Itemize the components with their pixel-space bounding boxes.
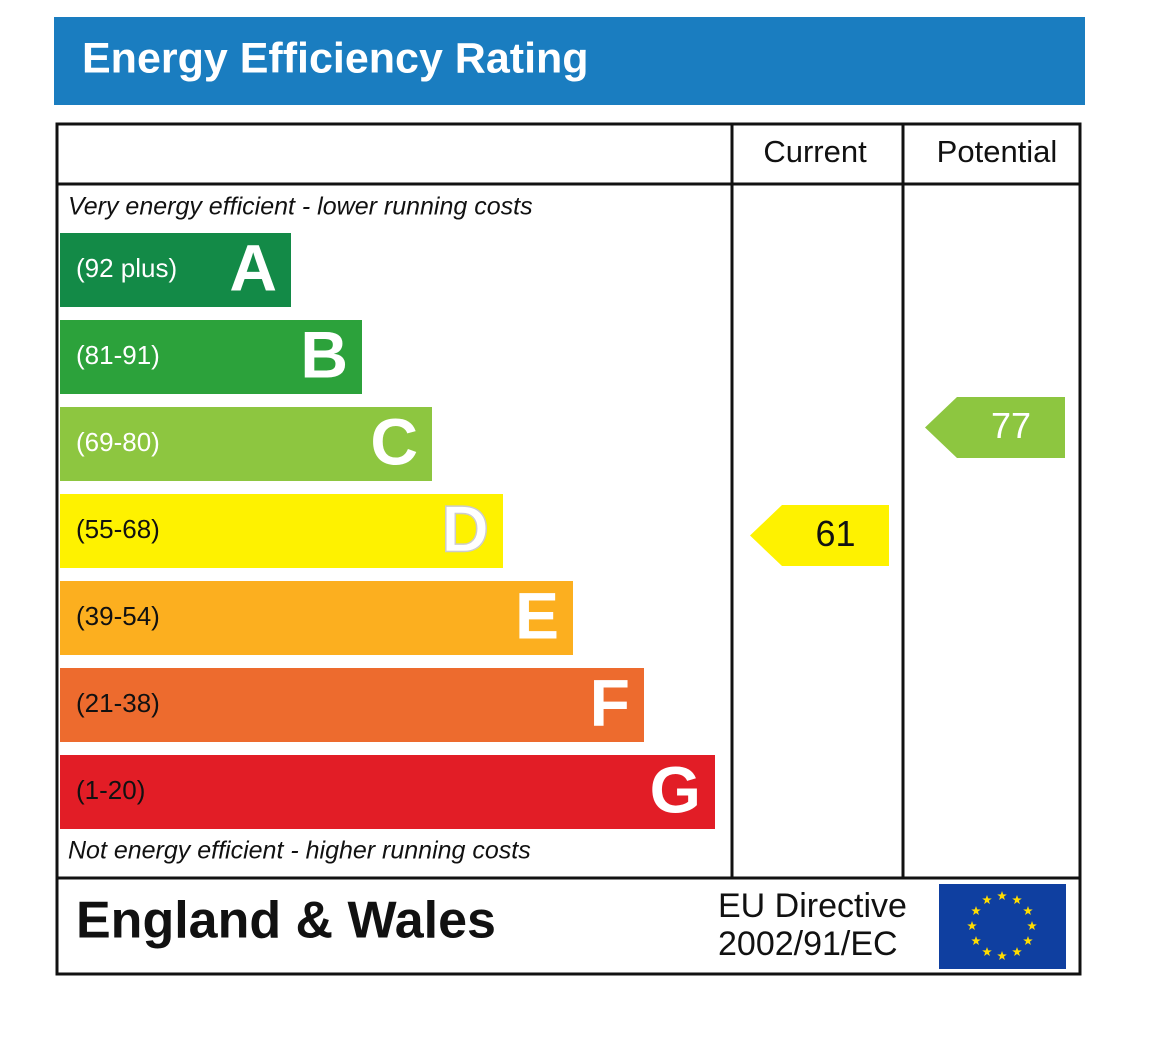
directive: EU Directive	[718, 887, 907, 925]
band	[60, 407, 432, 481]
band	[60, 755, 715, 829]
eu-star	[971, 906, 981, 915]
eu-star	[967, 921, 977, 930]
eu-star	[997, 951, 1007, 960]
band-range: (55-68)	[76, 514, 160, 544]
eu-star	[997, 891, 1007, 900]
rating-value: 77	[991, 405, 1031, 446]
eu-star	[982, 947, 992, 956]
band-range: (81-91)	[76, 340, 160, 370]
band-range: (21-38)	[76, 688, 160, 718]
column-header: Potential	[937, 134, 1058, 169]
band-letter: G	[650, 752, 701, 826]
eu-star	[982, 895, 992, 905]
band-letter: B	[300, 317, 348, 391]
bottom-note: Not energy efficient - higher running co…	[68, 837, 531, 865]
eu-star	[1023, 936, 1033, 945]
rating-arrow	[925, 397, 1065, 458]
eu-star	[1012, 895, 1022, 905]
band	[60, 668, 644, 742]
band-letter: E	[515, 578, 559, 652]
column-header: Current	[763, 134, 867, 169]
header-bar	[54, 17, 1085, 105]
band-letter: F	[590, 665, 630, 739]
rating-value: 61	[815, 513, 855, 554]
band-letter: C	[370, 404, 418, 478]
eu-star	[971, 936, 981, 945]
band-range: (1-20)	[76, 775, 145, 805]
band-letter: A	[229, 230, 277, 304]
band-range: (69-80)	[76, 427, 160, 457]
table-frame	[55, 122, 1082, 976]
band	[60, 320, 362, 394]
eu-star	[1027, 921, 1037, 930]
region: England & Wales	[76, 892, 496, 950]
band-letter: D	[441, 491, 489, 565]
band	[60, 581, 573, 655]
eu-star	[1012, 947, 1022, 956]
eu-star	[1023, 906, 1033, 915]
rating-arrow	[750, 505, 889, 566]
title: Energy Efficiency Rating	[82, 34, 589, 82]
directive: 2002/91/EC	[718, 925, 898, 963]
top-note: Very energy efficient - lower running co…	[68, 193, 533, 221]
band-range: (92 plus)	[76, 253, 177, 283]
band-range: (39-54)	[76, 601, 160, 631]
band	[60, 233, 291, 307]
band	[60, 494, 503, 568]
